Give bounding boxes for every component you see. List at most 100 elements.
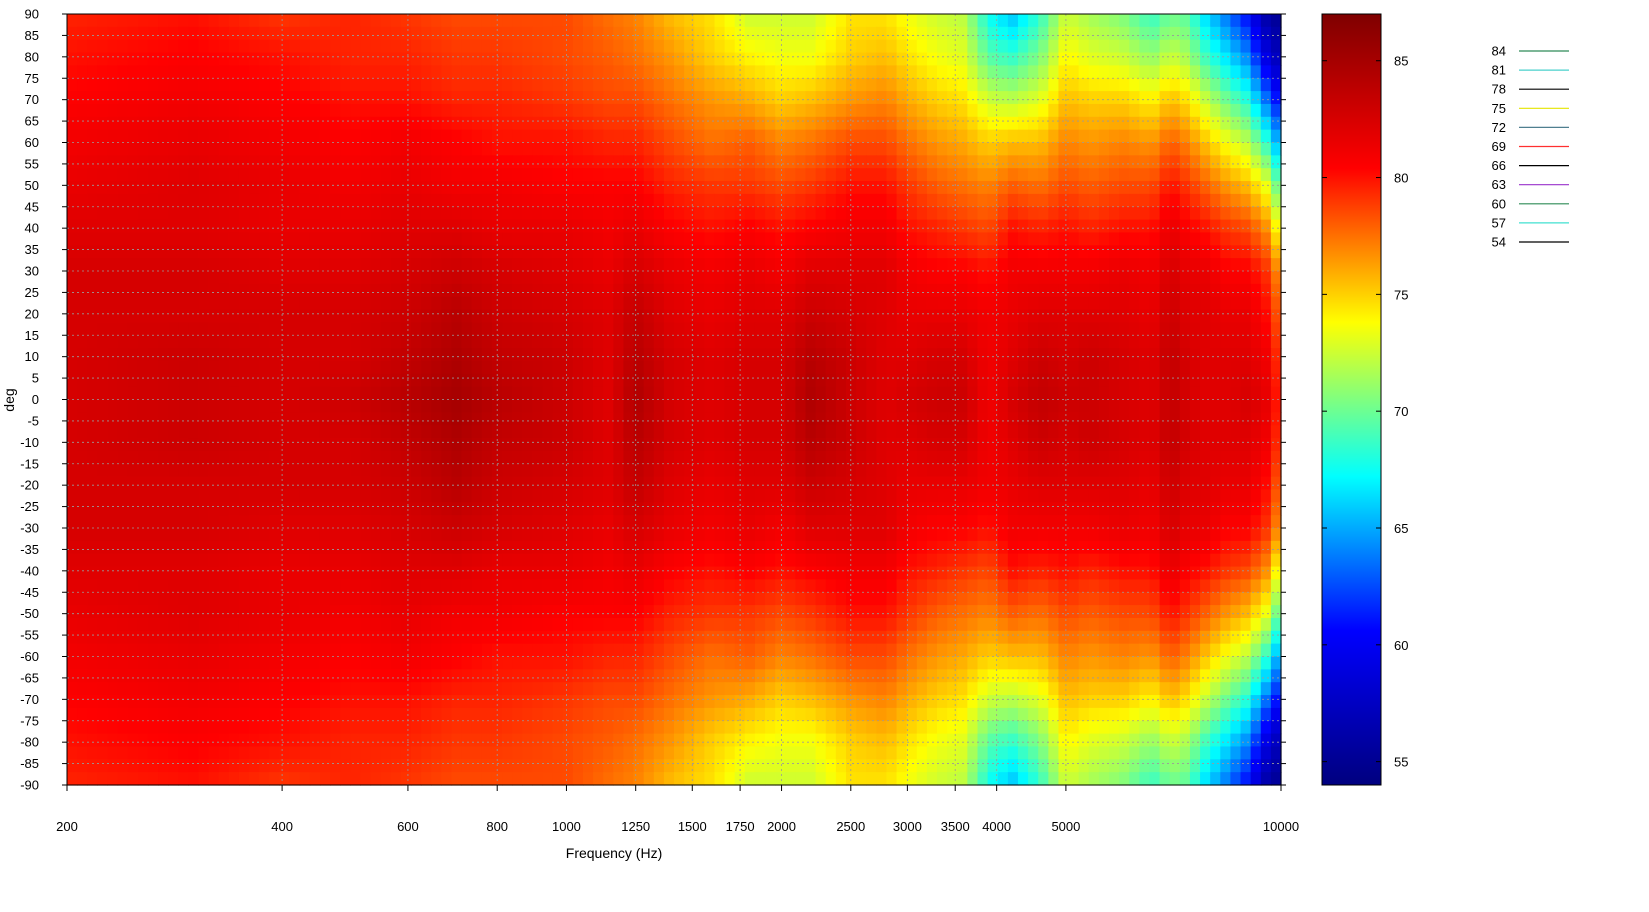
heatmap-cell [330, 374, 341, 387]
heatmap-cell [492, 335, 503, 348]
heatmap-cell [300, 310, 311, 323]
heatmap-cell [634, 451, 645, 464]
heatmap-cell [775, 515, 786, 528]
heatmap-cell [391, 348, 402, 361]
heatmap-cell [1028, 91, 1039, 104]
heatmap-cell [168, 374, 179, 387]
heatmap-cell [482, 220, 493, 233]
heatmap-cell [472, 335, 483, 348]
heatmap-cell [1210, 207, 1221, 220]
heatmap-cell [1079, 310, 1090, 323]
heatmap-cell [178, 258, 189, 271]
heatmap-cell [674, 220, 685, 233]
heatmap-cell [462, 78, 473, 91]
heatmap-cell [239, 528, 250, 541]
heatmap-cell [1190, 232, 1201, 245]
heatmap-cell [188, 65, 199, 78]
heatmap-cell [684, 310, 695, 323]
heatmap-cell [290, 515, 301, 528]
heatmap-cell [148, 27, 159, 40]
heatmap-cell [1139, 194, 1150, 207]
heatmap-cell [1008, 489, 1019, 502]
heatmap-cell [1149, 155, 1160, 168]
heatmap-cell [897, 477, 908, 490]
heatmap-cell [542, 65, 553, 78]
heatmap-cell [168, 117, 179, 130]
heatmap-cell [269, 361, 280, 374]
heatmap-cell [340, 232, 351, 245]
heatmap-cell [1018, 515, 1029, 528]
heatmap-cell [107, 40, 118, 53]
heatmap-cell [623, 400, 634, 413]
heatmap-cell [795, 489, 806, 502]
heatmap-cell [1109, 14, 1120, 27]
heatmap-cell [532, 130, 543, 143]
heatmap-cell [401, 425, 412, 438]
heatmap-cell [259, 78, 270, 91]
heatmap-cell [1220, 438, 1231, 451]
heatmap-cell [148, 438, 159, 451]
heatmap-cell [886, 297, 897, 310]
heatmap-cell [664, 387, 675, 400]
heatmap-cell [482, 387, 493, 400]
heatmap-cell [947, 78, 958, 91]
heatmap-cell [1180, 91, 1191, 104]
heatmap-cell [1089, 412, 1100, 425]
heatmap-cell [138, 143, 149, 156]
heatmap-cell [664, 40, 675, 53]
heatmap-cell [583, 91, 594, 104]
heatmap-cell [67, 335, 78, 348]
heatmap-cell [300, 53, 311, 66]
heatmap-cell [1261, 130, 1272, 143]
heatmap-cell [492, 515, 503, 528]
heatmap-cell [634, 400, 645, 413]
heatmap-cell [755, 284, 766, 297]
heatmap-cell [1210, 91, 1221, 104]
heatmap-cell [1028, 155, 1039, 168]
heatmap-cell [512, 168, 523, 181]
heatmap-cell [785, 117, 796, 130]
heatmap-cell [563, 91, 574, 104]
heatmap-cell [846, 464, 857, 477]
heatmap-cell [613, 361, 624, 374]
heatmap-cell [816, 181, 827, 194]
heatmap-cell [755, 541, 766, 554]
heatmap-cell [542, 400, 553, 413]
heatmap-cell [330, 322, 341, 335]
heatmap-cell [512, 387, 523, 400]
heatmap-cell [472, 271, 483, 284]
heatmap-cell [775, 335, 786, 348]
heatmap-cell [553, 322, 564, 335]
heatmap-cell [886, 361, 897, 374]
heatmap-cell [1129, 14, 1140, 27]
heatmap-cell [1261, 271, 1272, 284]
heatmap-cell [714, 515, 725, 528]
heatmap-cell [1220, 181, 1231, 194]
heatmap-cell [229, 425, 240, 438]
heatmap-cell [735, 477, 746, 490]
heatmap-cell [492, 207, 503, 220]
heatmap-cell [148, 155, 159, 168]
heatmap-cell [320, 207, 331, 220]
heatmap-cell [401, 207, 412, 220]
heatmap-cell [856, 258, 867, 271]
heatmap-cell [1261, 91, 1272, 104]
heatmap-cell [1170, 477, 1181, 490]
heatmap-cell [310, 528, 321, 541]
heatmap-cell [522, 117, 533, 130]
heatmap-cell [128, 65, 139, 78]
heatmap-cell [1069, 412, 1080, 425]
heatmap-cell [634, 40, 645, 53]
heatmap-cell [644, 400, 655, 413]
heatmap-cell [836, 232, 847, 245]
heatmap-cell [340, 412, 351, 425]
heatmap-cell [1069, 425, 1080, 438]
heatmap-cell [421, 168, 432, 181]
heatmap-cell [199, 14, 210, 27]
heatmap-cell [77, 232, 88, 245]
heatmap-cell [1271, 207, 1282, 220]
heatmap-cell [158, 361, 169, 374]
heatmap-cell [431, 322, 442, 335]
heatmap-cell [168, 477, 179, 490]
heatmap-cell [644, 541, 655, 554]
